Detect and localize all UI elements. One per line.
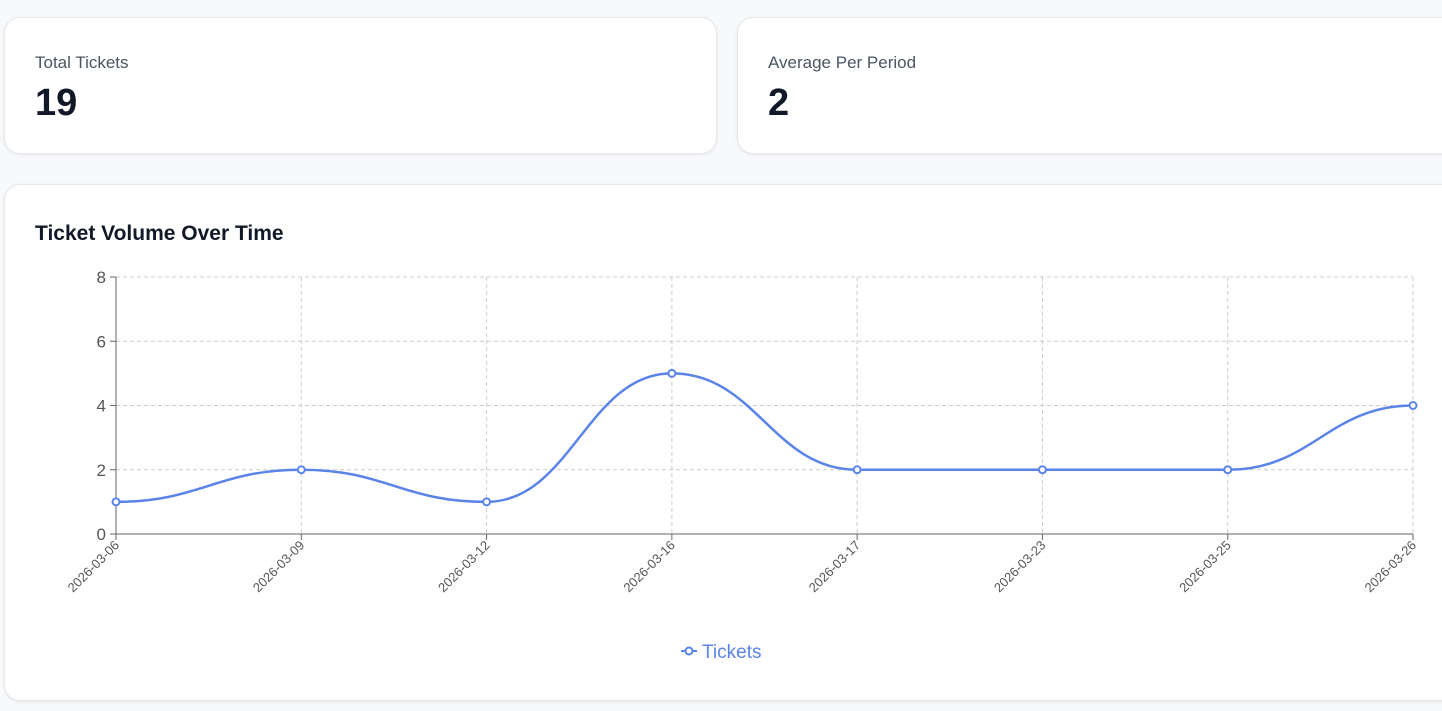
total-tickets-value: 19 [35,82,78,124]
average-per-period-card: Average Per Period 2 [737,17,1442,154]
x-tick-label: 2026-03-17 [806,538,864,596]
x-tick-label: 2026-03-16 [620,538,678,596]
legend-label-tickets: Tickets [702,642,761,663]
x-tick-label: 2026-03-25 [1176,538,1234,596]
tickets-data-point [482,497,492,507]
ticket-volume-chart-card: Ticket Volume Over Time 0 2 4 6 8 2026-03-06 2… [4,184,1442,701]
y-tick-label: 4 [97,397,106,416]
ticket-volume-chart: 0 2 4 6 8 2026-03-06 2026-03-09 2026-03-12 2026-… [64,268,1419,663]
tickets-data-point [667,368,677,378]
x-tick-label: 2026-03-09 [250,538,308,596]
x-tick-label: 2026-03-12 [435,538,493,596]
chart-legend: Tickets [681,642,761,663]
average-per-period-value: 2 [768,82,790,124]
y-tick-label: 8 [97,268,106,287]
x-tick-label: 2026-03-26 [1361,538,1419,596]
average-per-period-label: Average Per Period [768,53,917,72]
tickets-series-line [115,372,1414,504]
tickets-data-point [1223,465,1233,475]
tickets-data-point [296,465,306,475]
chart-title: Ticket Volume Over Time [35,222,284,245]
total-tickets-label: Total Tickets [35,53,129,72]
tickets-data-point [1037,465,1047,475]
y-tick-label: 0 [97,525,106,544]
total-tickets-card: Total Tickets 19 [4,17,717,154]
x-tick-label: 2026-03-23 [991,538,1049,596]
y-tick-label: 2 [97,461,106,480]
tickets-data-point [852,465,862,475]
y-tick-label: 6 [97,332,106,351]
legend-marker-icon [684,646,694,656]
x-tick-label: 2026-03-06 [64,538,122,596]
tickets-data-point [1408,401,1418,410]
tickets-data-point [111,497,121,507]
